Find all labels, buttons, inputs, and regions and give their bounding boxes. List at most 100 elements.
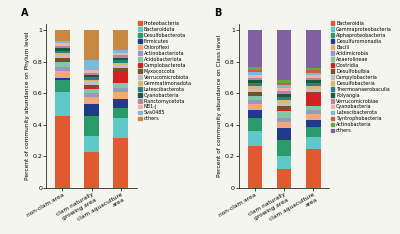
Bar: [306, 106, 320, 110]
Bar: [277, 156, 292, 169]
Bar: [113, 58, 128, 60]
Bar: [277, 30, 292, 80]
Bar: [277, 80, 292, 83]
Bar: [113, 63, 128, 65]
Bar: [277, 91, 292, 94]
Bar: [84, 73, 99, 75]
Bar: [113, 30, 128, 50]
Bar: [277, 103, 292, 106]
Bar: [113, 88, 128, 92]
Legend: Bacteroidia, Gammaproteobacteria, Alphaproteobacteria, Desulfuromonadia, Bacili,: Bacteroidia, Gammaproteobacteria, Alphap…: [331, 21, 392, 133]
Bar: [113, 68, 128, 71]
Bar: [306, 92, 320, 95]
Bar: [306, 120, 320, 127]
Text: B: B: [214, 8, 221, 18]
Bar: [248, 86, 262, 89]
Bar: [55, 41, 70, 43]
Bar: [306, 114, 320, 120]
Bar: [306, 149, 320, 188]
Bar: [55, 53, 70, 55]
Bar: [84, 103, 99, 116]
Bar: [84, 85, 99, 88]
Bar: [248, 89, 262, 92]
Bar: [277, 94, 292, 97]
Bar: [55, 43, 70, 46]
Bar: [277, 111, 292, 117]
Bar: [113, 118, 128, 138]
Bar: [55, 51, 70, 53]
Bar: [248, 96, 262, 100]
Bar: [84, 152, 99, 188]
Bar: [113, 60, 128, 63]
Bar: [306, 68, 320, 70]
Bar: [84, 30, 99, 59]
Bar: [84, 89, 99, 93]
Bar: [248, 77, 262, 80]
Bar: [277, 140, 292, 156]
Bar: [306, 73, 320, 75]
Bar: [306, 75, 320, 78]
Bar: [277, 122, 292, 128]
Bar: [248, 92, 262, 95]
Bar: [113, 92, 128, 99]
Bar: [113, 71, 128, 83]
Bar: [113, 53, 128, 55]
Bar: [84, 59, 99, 70]
Bar: [306, 110, 320, 114]
Bar: [113, 65, 128, 68]
Bar: [113, 138, 128, 188]
Bar: [277, 88, 292, 91]
Bar: [84, 88, 99, 89]
Bar: [248, 100, 262, 104]
Bar: [248, 131, 262, 146]
Bar: [113, 55, 128, 58]
Bar: [277, 117, 292, 122]
Bar: [84, 97, 99, 103]
Bar: [277, 128, 292, 140]
Bar: [113, 108, 128, 118]
Bar: [306, 95, 320, 106]
Bar: [248, 83, 262, 86]
Bar: [277, 106, 292, 110]
Bar: [55, 61, 70, 62]
Bar: [248, 95, 262, 96]
Bar: [277, 110, 292, 111]
Bar: [248, 30, 262, 67]
Bar: [248, 72, 262, 75]
Bar: [248, 110, 262, 118]
Bar: [84, 116, 99, 136]
Bar: [248, 80, 262, 83]
Y-axis label: Percent of community abundance on Phylum level: Percent of community abundance on Phylum…: [24, 32, 30, 180]
Bar: [55, 48, 70, 51]
Bar: [55, 30, 70, 41]
Bar: [84, 82, 99, 85]
Bar: [55, 46, 70, 48]
Bar: [306, 89, 320, 92]
Bar: [84, 93, 99, 97]
Bar: [306, 86, 320, 89]
Bar: [277, 85, 292, 88]
Text: A: A: [21, 8, 29, 18]
Bar: [306, 70, 320, 73]
Bar: [55, 71, 70, 78]
Bar: [55, 67, 70, 71]
Bar: [55, 92, 70, 116]
Legend: Proteobacteria, Bacteroidota, Desulfobacterota, Firmicutes, Chloroflexi, Actinob: Proteobacteria, Bacteroidota, Desulfobac…: [138, 21, 192, 121]
Bar: [277, 97, 292, 100]
Bar: [277, 169, 292, 188]
Bar: [84, 80, 99, 82]
Bar: [248, 67, 262, 70]
Bar: [84, 136, 99, 152]
Bar: [306, 83, 320, 86]
Bar: [277, 83, 292, 85]
Bar: [84, 77, 99, 80]
Bar: [55, 78, 70, 80]
Bar: [306, 137, 320, 149]
Bar: [306, 30, 320, 68]
Bar: [113, 83, 128, 88]
Bar: [55, 116, 70, 188]
Bar: [306, 78, 320, 80]
Bar: [306, 80, 320, 83]
Bar: [55, 62, 70, 67]
Bar: [113, 50, 128, 53]
